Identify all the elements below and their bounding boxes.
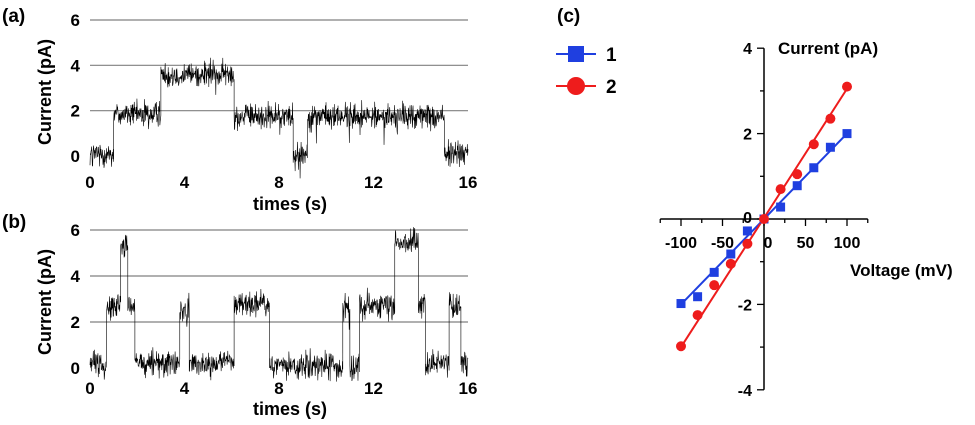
panel-b-current-trace <box>89 227 469 382</box>
series-1-point <box>792 181 802 191</box>
legend-1-label: 1 <box>606 45 617 66</box>
panel-b-y-tick-label: 4 <box>71 267 81 286</box>
panel-a-y-axis-label: Current (pA) <box>35 39 55 145</box>
panel-b-y-tick-label: 6 <box>71 221 80 240</box>
panel-a-y-tick-label: 0 <box>71 147 80 166</box>
panel-b-label: (b) <box>2 212 26 233</box>
panel-c-y-tick-label: 0 <box>743 210 752 227</box>
panel-c-y-axis-label: Current (pA) <box>778 39 878 58</box>
legend-2-label: 2 <box>606 77 617 98</box>
panel-c-x-tick-label: 0 <box>764 235 773 252</box>
panel-b-trace <box>89 227 469 382</box>
panel-b-trace-chart: (b) Current (pA) times (s) 0 2 4 6 0 4 8 12 16 <box>2 212 477 419</box>
panel-a-x-tick-label: 12 <box>364 173 383 192</box>
panel-b-y-ticks: 0 2 4 6 <box>71 221 81 378</box>
series-2-point <box>825 113 836 124</box>
series-2-point <box>725 258 736 269</box>
panel-a-x-tick-label: 0 <box>85 173 94 192</box>
panel-b-x-axis-label: times (s) <box>253 399 327 419</box>
panel-a-x-tick-label: 16 <box>459 173 478 192</box>
series-1-point <box>709 267 719 277</box>
panel-c-y-tick-label: -2 <box>738 297 752 314</box>
series-2-point <box>709 280 720 291</box>
panel-a-label: (a) <box>2 6 25 27</box>
panel-b-x-tick-label: 4 <box>180 379 190 398</box>
series-1-point <box>776 202 786 212</box>
panel-a-y-tick-label: 2 <box>71 102 80 121</box>
series-2-point <box>842 81 852 92</box>
panel-c-iv-chart: (c) Current (pA) Voltage (mV) -4 -2 0 2 4 -1… <box>556 6 953 400</box>
series-1-point <box>693 292 703 302</box>
series-2-point <box>775 184 786 195</box>
series-2-point <box>792 169 803 180</box>
series-1-point <box>825 142 835 152</box>
panel-a-y-tick-label: 6 <box>71 11 80 30</box>
series-2-point <box>808 139 819 150</box>
panel-b-y-tick-label: 2 <box>71 313 80 332</box>
panel-c-x-tick-label: 100 <box>834 235 861 252</box>
series-1-point <box>726 249 736 259</box>
series-2-point <box>692 310 703 321</box>
legend-2-marker <box>567 77 585 95</box>
series-2-point <box>676 341 686 352</box>
panel-c-x-tick-label: -50 <box>711 235 734 252</box>
panel-a-y-tick-label: 4 <box>71 56 81 75</box>
panel-b-x-tick-label: 16 <box>459 379 478 398</box>
series-1-point <box>842 129 852 139</box>
panel-a-grid <box>90 19 468 112</box>
panel-b-x-ticks: 0 4 8 12 16 <box>85 379 477 398</box>
panel-c-y-ticks: -4 -2 0 2 4 <box>738 41 752 400</box>
panel-a-current-trace <box>89 57 469 179</box>
panel-c-points <box>676 81 852 352</box>
panel-c-y-tick-label: -4 <box>738 383 752 400</box>
panel-a-x-ticks: 0 4 8 12 16 <box>85 173 477 192</box>
panel-b-y-tick-label: 0 <box>71 359 80 378</box>
panel-a-trace <box>89 57 469 179</box>
panel-b-x-tick-label: 12 <box>364 379 383 398</box>
panel-b-x-tick-label: 0 <box>85 379 94 398</box>
panel-c-x-tick-label: 50 <box>797 235 815 252</box>
panel-c-x-ticks: -100 -50 0 50 100 <box>665 235 860 252</box>
panel-a-trace-chart: (a) Current (pA) times (s) 0 2 4 6 0 4 8 12 16 <box>2 6 477 214</box>
series-1-point <box>742 226 752 236</box>
series-2-point <box>759 214 769 224</box>
panel-c-y-tick-label: 4 <box>743 41 752 58</box>
panel-c-label: (c) <box>557 6 580 27</box>
panel-c-x-axis-label: Voltage (mV) <box>850 261 953 280</box>
series-2-point <box>742 238 753 249</box>
panel-a-x-tick-label: 8 <box>274 173 283 192</box>
panel-b-grid <box>90 229 468 323</box>
panel-c-x-tick-label: -100 <box>665 235 697 252</box>
panel-b-x-tick-label: 8 <box>274 379 283 398</box>
panel-a-y-ticks: 0 2 4 6 <box>71 11 81 166</box>
panel-b-y-axis-label: Current (pA) <box>35 249 55 355</box>
series-1-point <box>676 299 686 309</box>
panel-a-x-axis-label: times (s) <box>253 194 327 214</box>
legend-1-marker <box>568 46 584 62</box>
panel-c-y-tick-label: 2 <box>743 127 752 144</box>
panel-c-legend: 12 <box>556 45 617 98</box>
panel-a-x-tick-label: 4 <box>180 173 190 192</box>
series-1-point <box>809 163 819 173</box>
